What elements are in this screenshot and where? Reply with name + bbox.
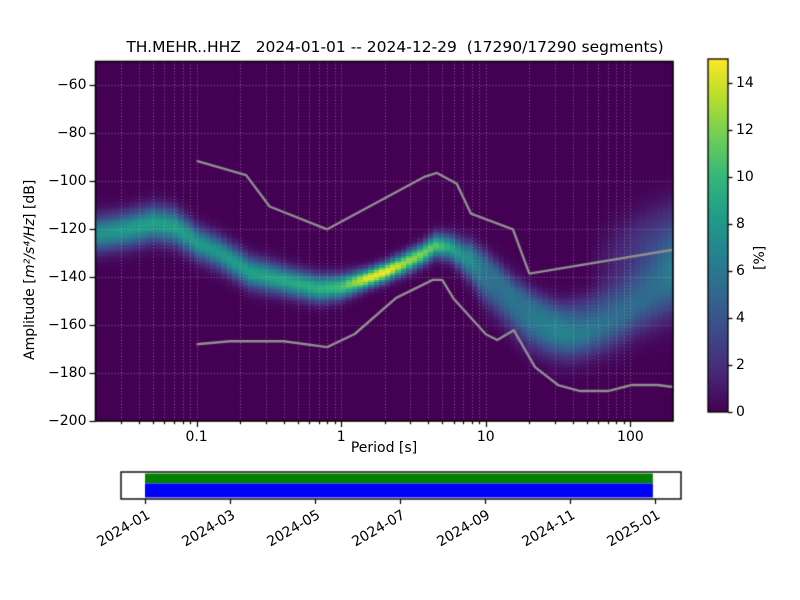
colorbar-tick-label: 2 <box>736 356 745 373</box>
colorbar-tick-label: 0 <box>736 404 745 420</box>
y-tick-label: −160 <box>48 317 87 334</box>
colorbar-tick-label: 14 <box>736 74 754 91</box>
colorbar-tick-label: 12 <box>736 121 754 138</box>
x-tick-label: 0.1 <box>185 429 208 445</box>
y-tick-label: −140 <box>48 269 87 286</box>
colorbar-tick-label: 6 <box>736 262 745 279</box>
y-tick-label: −60 <box>56 77 87 94</box>
colorbar-tick-label: 10 <box>736 168 754 185</box>
x-tick-label: 1 <box>336 429 346 445</box>
x-tick-label: 100 <box>617 429 644 445</box>
y-axis-label-units: m²/s⁴/Hz <box>22 218 38 279</box>
colorbar-tick-label: 8 <box>736 215 745 232</box>
y-tick-label: −180 <box>48 365 87 382</box>
y-axis-label-prefix: Amplitude [ <box>22 278 38 360</box>
y-axis-label: Amplitude [m²/s⁴/Hz] [dB] <box>22 140 38 360</box>
x-tick-label: 10 <box>476 429 495 445</box>
plot-title: TH.MEHR..HHZ 2024-01-01 -- 2024-12-29 (1… <box>126 38 664 56</box>
y-axis-label-suffix: ] [dB] <box>22 179 38 219</box>
x-axis-label: Period [s] <box>350 440 418 456</box>
colorbar-label: [%] <box>752 245 768 270</box>
y-tick-label: −200 <box>48 413 87 429</box>
y-tick-label: −120 <box>48 221 87 238</box>
colorbar-tick-label: 4 <box>736 309 745 326</box>
y-tick-label: −100 <box>48 173 87 190</box>
y-tick-label: −80 <box>56 125 87 142</box>
